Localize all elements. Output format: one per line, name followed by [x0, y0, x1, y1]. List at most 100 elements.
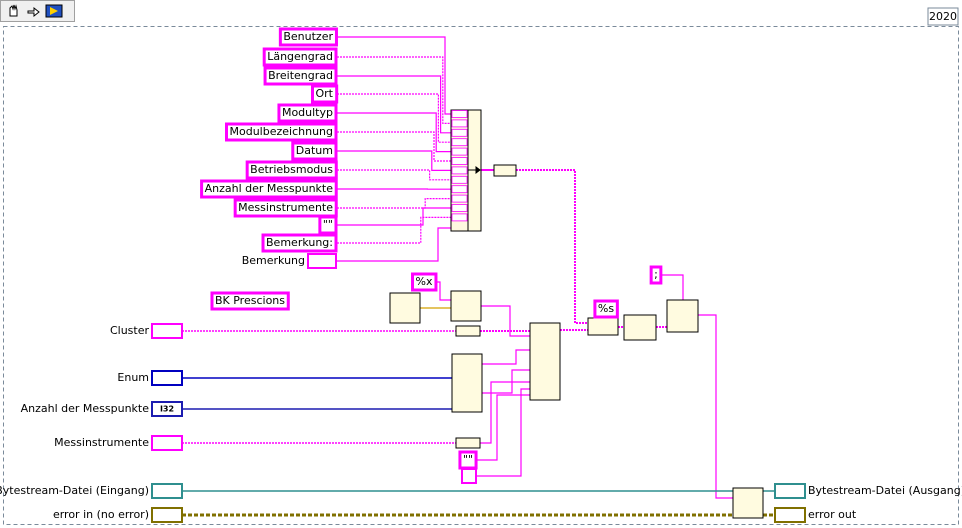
string-constant-box [245, 160, 338, 180]
string-constant-box [261, 233, 338, 253]
format-constant-box [593, 299, 619, 319]
wire [337, 75, 451, 134]
hand-tool[interactable] [9, 4, 18, 17]
tick-count [389, 292, 421, 324]
control-terminal [151, 507, 183, 523]
wire [337, 169, 451, 181]
array-row [451, 128, 468, 137]
string-constant-box [278, 27, 338, 47]
string-constant: Längengrad [267, 50, 333, 63]
wire [337, 56, 451, 124]
string-constant-box [233, 198, 338, 218]
control-terminal [151, 401, 183, 417]
string-constant: Benutzer [283, 30, 333, 43]
string-constant-box [200, 179, 338, 199]
run-icon [50, 7, 58, 15]
wire [337, 112, 451, 153]
control-terminal [151, 435, 183, 451]
wire [337, 198, 451, 209]
wire [516, 169, 588, 324]
array-row [451, 194, 468, 203]
version-tab [927, 7, 959, 26]
wire [337, 216, 451, 244]
control-label: Anzahl der Messpunkte [21, 402, 150, 415]
string-constant-box [225, 122, 338, 142]
control-label: error in (no error) [53, 508, 149, 521]
array-row [451, 138, 468, 147]
format-into-string [451, 353, 483, 413]
array-row [451, 185, 468, 194]
arrow-tool[interactable] [27, 6, 40, 18]
string-constant: Messinstrumente [238, 201, 333, 214]
string-constant-box [263, 66, 338, 86]
format-constant: %s [598, 302, 614, 315]
string-control [307, 253, 337, 269]
control-terminal [151, 323, 183, 339]
string-constant-box [291, 141, 338, 161]
wire [477, 388, 530, 477]
array-row [451, 147, 468, 156]
wire [662, 274, 684, 300]
array-to-string [493, 164, 517, 177]
wire [482, 349, 530, 365]
string-constant: "" [323, 218, 333, 231]
string-constant-box [318, 215, 338, 235]
terminal-type: I32 [160, 405, 174, 414]
string-constant: Bemerkung: [266, 236, 333, 249]
format-constant-box [411, 272, 438, 292]
wire [481, 305, 530, 337]
array-row [451, 119, 468, 128]
string-constant-box [262, 47, 338, 67]
wires [182, 36, 775, 517]
array-to-spreadsheet [587, 317, 619, 336]
string-constant: Ort [316, 87, 334, 100]
string-constant-box [311, 84, 339, 104]
spreadsheet-string [666, 299, 699, 333]
control-label: Bytestream-Datei (Eingang) [0, 484, 149, 497]
array-row [451, 157, 468, 165]
control-terminal [151, 370, 183, 386]
array-row [451, 110, 468, 118]
control-label: Bemerkung [242, 254, 305, 267]
wire [337, 36, 451, 115]
label-constant-box [210, 291, 290, 311]
build-array-2 [529, 322, 561, 401]
format-constant: %x [416, 275, 433, 288]
indicator-label: error out [808, 508, 857, 521]
empty-constant: "" [463, 453, 473, 466]
generated: Benutzer Längengrad Breitengrad Ort Modultyp… [0, 27, 962, 523]
string-out-constant [461, 468, 477, 484]
wire [476, 394, 530, 461]
version-label: 2020 [929, 10, 957, 23]
unbundle-cluster [455, 325, 481, 337]
delimiter-constant-box [649, 265, 663, 285]
string-constant-box [277, 103, 338, 123]
control-label: Cluster [110, 324, 150, 337]
string-constant: Modulbezeichnung [230, 125, 334, 138]
array-row [451, 213, 468, 222]
wire [337, 131, 451, 162]
string-constant: Betriebsmodus [250, 163, 333, 176]
wire [337, 227, 451, 262]
array-row [451, 175, 468, 184]
write-binary [732, 487, 764, 519]
array-row [451, 204, 468, 212]
wire [337, 207, 451, 226]
string-constant: Modultyp [282, 106, 333, 119]
transpose [623, 314, 657, 341]
array-row [451, 166, 468, 175]
indicator-terminal [774, 507, 806, 523]
wire [698, 314, 733, 499]
label-constant: BK Prescions [215, 294, 285, 307]
delimiter-constant: ; [654, 268, 658, 281]
format-date-time [450, 290, 482, 322]
control-label: Messinstrumente [54, 436, 149, 449]
indicator-label: Bytestream-Datei (Ausgang) [808, 484, 962, 497]
string-constant: Breitengrad [268, 69, 333, 82]
wire [337, 150, 451, 171]
control-label: Enum [117, 371, 149, 384]
string-constant: Datum [296, 144, 333, 157]
unbundle-messinstrumente [455, 437, 481, 449]
diagram-frame [3, 26, 959, 525]
